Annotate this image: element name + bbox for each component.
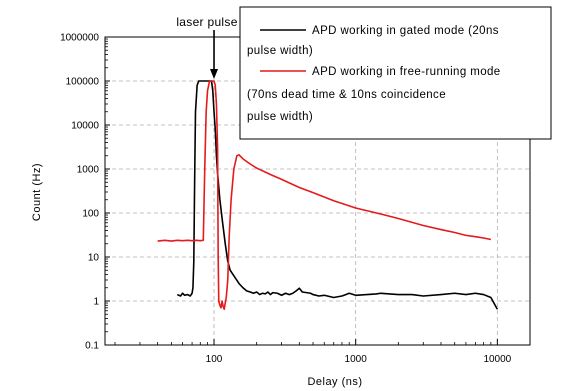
series-group (157, 80, 499, 311)
y-axis-label: Count (Hz) (31, 163, 43, 221)
legend: APD working in gated mode (20ns pulse wi… (239, 6, 552, 140)
y-axis-tick-labels: 0.1 1 10 100 1000 10000 100000 1000000 (60, 33, 99, 352)
y-tick-label: 1000 (77, 165, 100, 176)
x-tick-label: 100 (206, 354, 223, 365)
y-tick-label: 0.1 (85, 341, 99, 352)
series-line-free-running (157, 80, 492, 311)
legend-label-free-running-line-1: APD working in free-running mode (312, 66, 501, 78)
arrow-head-icon (210, 69, 219, 79)
y-tick-label: 1 (93, 297, 99, 308)
x-axis-tick-labels: 100 1000 10000 (206, 354, 512, 365)
legend-label-free-running-line-2: (70ns dead time & 10ns coincidence (247, 89, 446, 101)
laser-pulse-annotation: laser pulse (176, 15, 237, 79)
series-line-gated (176, 80, 499, 310)
y-tick-label: 10 (88, 253, 100, 264)
y-tick-label: 10000 (71, 121, 99, 132)
y-tick-label: 1000000 (60, 33, 99, 44)
legend-label-gated-line-2: pulse width) (247, 45, 313, 57)
y-tick-label: 100000 (66, 77, 100, 88)
laser-pulse-label: laser pulse (176, 15, 237, 29)
x-tick-label: 10000 (483, 354, 511, 365)
legend-box (239, 6, 552, 140)
x-tick-label: 1000 (345, 354, 368, 365)
legend-label-gated-line-1: APD working in gated mode (20ns (312, 25, 499, 37)
legend-label-free-running-line-3: pulse width) (247, 111, 313, 123)
axis-ticks (105, 36, 498, 346)
y-tick-label: 100 (82, 209, 99, 220)
x-axis-label: Delay (ns) (307, 376, 362, 388)
